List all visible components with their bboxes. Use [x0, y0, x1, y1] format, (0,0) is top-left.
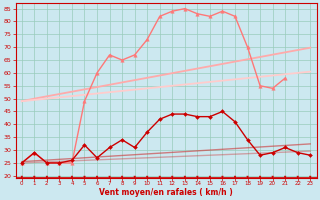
X-axis label: Vent moyen/en rafales ( km/h ): Vent moyen/en rafales ( km/h ) — [99, 188, 233, 197]
